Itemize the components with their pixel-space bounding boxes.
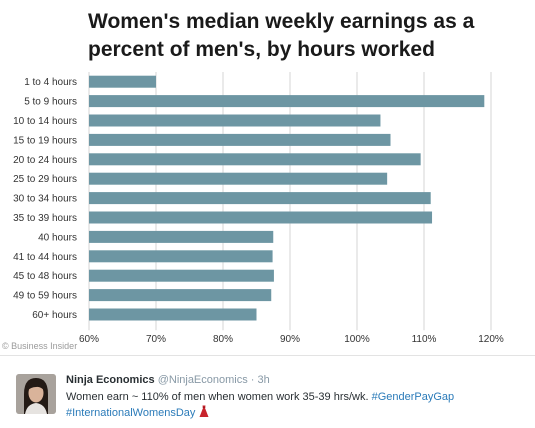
category-label: 40 hours [38,232,77,243]
tweet-body: Women earn ~ 110% of men when women work… [66,391,369,403]
chart-title: Women's median weekly earnings as a perc… [88,10,475,61]
category-label: 41 to 44 hours [13,252,77,263]
category-label: 25 to 29 hours [13,174,77,185]
x-tick-label: 60% [79,334,99,345]
category-label: 45 to 48 hours [13,271,77,282]
tweet-text: Women earn ~ 110% of men when women work… [66,390,526,423]
tweet-author-name[interactable]: Ninja Economics [66,374,155,386]
tweet-timestamp[interactable]: 3h [257,374,270,386]
bar [89,308,257,321]
bar [89,211,433,224]
x-tick-label: 110% [412,334,437,345]
avatar-portrait-icon [16,374,56,414]
hashtag-genderpaygap[interactable]: #GenderPayGap [371,391,455,403]
dress-icon [198,405,210,423]
category-label: 5 to 9 hours [24,97,77,108]
bar [89,192,431,205]
category-label: 35 to 39 hours [13,213,77,224]
tweet[interactable]: Ninja Economics @NinjaEconomics · 3h Wom… [0,366,535,428]
bar [89,75,156,88]
bar [89,230,274,243]
x-tick-label: 80% [213,334,233,345]
x-tick-label: 70% [146,334,166,345]
bar [89,95,485,108]
tweet-author-handle[interactable]: @NinjaEconomics [157,374,248,386]
category-label: 60+ hours [32,310,77,321]
category-label: 30 to 34 hours [13,194,77,205]
bar [89,250,273,263]
x-tick-label: 90% [280,334,300,345]
x-tick-label: 100% [344,334,370,345]
x-tick-label: 120% [478,334,504,345]
category-label: 1 to 4 hours [24,77,77,88]
bar [89,289,272,302]
category-label: 49 to 59 hours [13,291,77,302]
avatar[interactable] [16,374,56,414]
tweet-header: Ninja Economics @NinjaEconomics · 3h [66,374,270,386]
meta-separator: · [250,374,255,386]
divider [0,355,535,356]
bar [89,114,381,127]
image-credit: © Business Insider [2,341,77,351]
category-label: 10 to 14 hours [13,116,77,127]
category-label: 15 to 19 hours [13,135,77,146]
bar [89,133,391,146]
bar [89,269,274,282]
bar [89,172,388,185]
bar [89,153,421,166]
bar-chart: 1 to 4 hours 5 to 9 hours 10 to 14 hours 15… [13,72,504,345]
copyright-icon: © [2,341,9,351]
hashtag-internationalwomensday[interactable]: #InternationalWomensDay [66,407,196,419]
category-label: 20 to 24 hours [13,155,77,166]
credit-text: Business Insider [11,341,78,351]
